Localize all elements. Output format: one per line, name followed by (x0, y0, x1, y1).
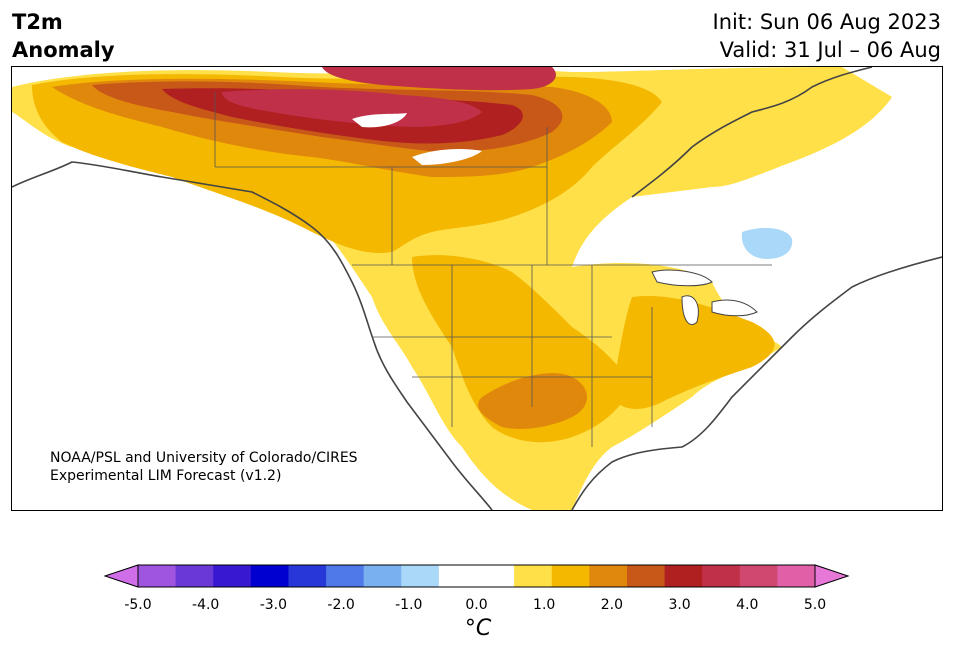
anomaly-region-1-2-east (612, 296, 775, 409)
colorbar-segment (250, 565, 289, 587)
colorbar-tick-label: 2.0 (600, 597, 624, 613)
colorbar-segment (213, 565, 252, 587)
colorbar-segment (551, 565, 590, 587)
colorbar-segment (363, 565, 402, 587)
colorbar-segment (476, 565, 515, 587)
colorbar-segment (626, 565, 666, 587)
colorbar-segments (138, 565, 816, 587)
colorbar (103, 564, 850, 588)
init-date: Init: Sun 06 Aug 2023 (712, 10, 941, 34)
anomaly-region-cool-quebec (741, 227, 793, 259)
political-borders (214, 92, 772, 447)
colorbar-tick-label: -2.0 (327, 597, 355, 613)
colorbar-tick-label: -5.0 (124, 597, 152, 613)
colorbar-tick-label: -3.0 (259, 597, 288, 613)
coastlines (12, 67, 942, 510)
colorbar-tick-label: 5.0 (803, 597, 827, 613)
colorbar-unit: °C (455, 616, 501, 641)
colorbar-tick-label: 4.0 (736, 597, 759, 613)
colorbar-extend-min (103, 564, 139, 588)
anomaly-region-35-4-north (322, 67, 556, 91)
title-line-2: Anomaly (12, 38, 115, 62)
colorbar-tick-label: 1.0 (533, 597, 556, 613)
unit-label: °C (464, 616, 492, 641)
date-info: Init: Sun 06 Aug 2023 Valid: 31 Jul – 06… (713, 8, 941, 64)
colorbar-segment (664, 565, 703, 587)
colorbar-tick-label: 0.0 (465, 597, 488, 613)
colorbar-segment (175, 565, 214, 587)
colorbar-segment (702, 565, 741, 587)
colorbar-segment (438, 565, 477, 587)
colorbar-tick-label: -1.0 (395, 597, 423, 613)
anomaly-region-35-4 (222, 89, 482, 127)
anomaly-region-2-25-south (478, 373, 587, 429)
colorbar-segment (777, 565, 816, 587)
title-line-1: T2m (12, 10, 63, 34)
colorbar-segment (138, 565, 177, 587)
colorbar-segment (514, 565, 553, 587)
great-lakes (651, 269, 758, 326)
valid-range: Valid: 31 Jul – 06 Aug (719, 38, 941, 62)
credit-line-1: NOAA/PSL and University of Colorado/CIRE… (50, 450, 358, 466)
colorbar-segment (739, 565, 778, 587)
lake-great-bear (412, 149, 482, 165)
colorbar-segment (326, 565, 365, 587)
colorbar-extend-max (814, 564, 850, 588)
lake-great-slave (352, 113, 407, 128)
colorbar-tick-label: 3.0 (668, 597, 691, 613)
colorbar-segment (288, 565, 327, 587)
credit-line-2: Experimental LIM Forecast (v1.2) (50, 468, 282, 484)
colorbar-tick-label: -4.0 (192, 597, 220, 613)
colorbar-segment (401, 565, 440, 587)
colorbar-segment (589, 565, 628, 587)
map-title: T2m Anomaly (12, 8, 115, 64)
map-canvas (12, 67, 942, 510)
anomaly-map: NOAA/PSL and University of Colorado/CIRE… (11, 66, 943, 511)
credit-text: NOAA/PSL and University of Colorado/CIRE… (50, 449, 358, 485)
